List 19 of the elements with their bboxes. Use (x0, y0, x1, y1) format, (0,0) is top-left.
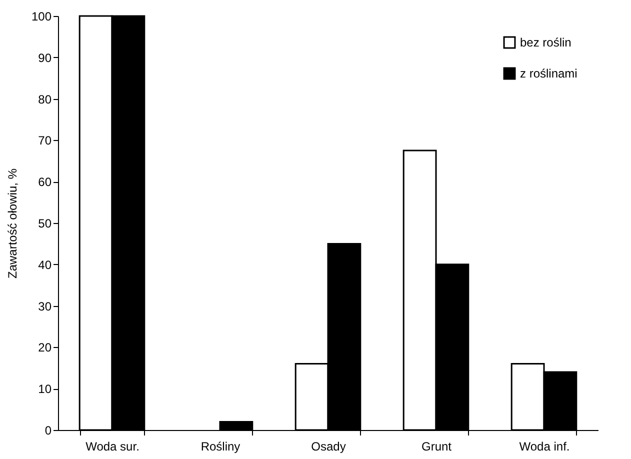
y-tick-label: 90 (38, 50, 52, 65)
y-tick-label: 30 (38, 299, 52, 314)
x-tick-label: Woda sur. (86, 440, 140, 454)
y-tick-label: 60 (38, 175, 52, 190)
y-tick-label: 80 (38, 92, 52, 106)
y-axis-title: Zawartość ołowiu, % (5, 168, 20, 279)
x-tick-label: Rośliny (200, 440, 240, 454)
legend-label: bez roślin (520, 36, 572, 50)
x-tick-label: Woda inf. (519, 440, 570, 454)
y-tick-label: 40 (38, 258, 52, 272)
y-tick-label: 70 (38, 134, 52, 148)
legend-label: z roślinami (520, 66, 578, 80)
y-tick-label: 10 (38, 382, 52, 396)
x-tick-label: Osady (311, 440, 346, 454)
x-tick-label: Grunt (421, 440, 452, 454)
y-tick-label: 50 (38, 216, 52, 230)
y-tick-label: 20 (38, 340, 52, 355)
y-tick-label: 100 (31, 10, 52, 24)
y-tick-label: 0 (44, 424, 52, 438)
